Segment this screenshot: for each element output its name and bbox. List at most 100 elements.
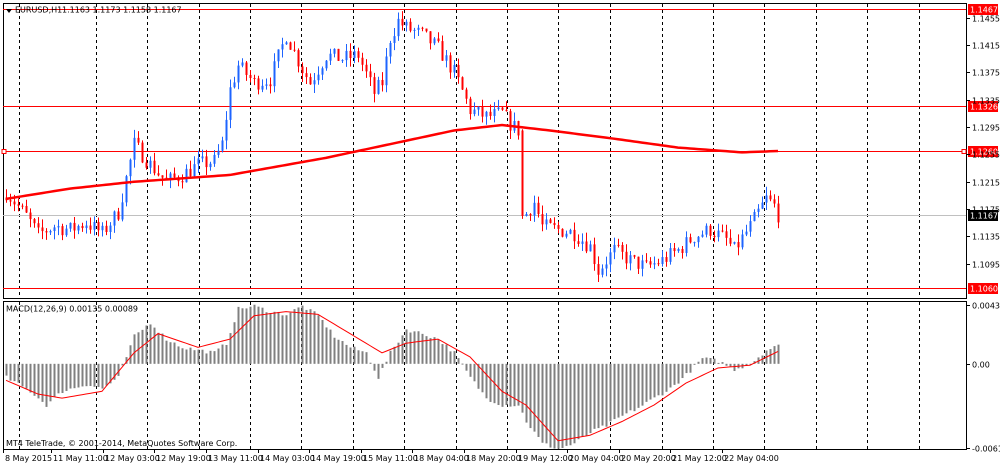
candle-body: [53, 227, 56, 232]
candle-body: [317, 74, 320, 81]
candle-body: [65, 228, 68, 236]
macd-bar: [641, 363, 644, 406]
candle-body: [113, 211, 116, 226]
candle-body: [657, 263, 660, 265]
macd-bar: [193, 350, 196, 364]
candle-body: [49, 231, 52, 233]
macd-bar: [289, 312, 292, 364]
macd-bar: [105, 363, 108, 386]
macd-bar: [689, 363, 692, 373]
macd-bar: [469, 363, 472, 377]
macd-bar: [593, 363, 596, 429]
candle-body: [293, 49, 296, 51]
candle-body: [705, 225, 708, 235]
candle-body: [517, 121, 520, 136]
candle-body: [149, 160, 152, 168]
candle-body: [217, 150, 220, 155]
macd-bar: [277, 311, 280, 364]
macd-bar: [517, 363, 520, 406]
candle-body: [769, 195, 772, 200]
macd-bar: [157, 332, 160, 364]
macd-bar: [61, 363, 64, 394]
candle-body: [553, 222, 556, 226]
candle-body: [469, 98, 472, 115]
collapse-triangle-icon[interactable]: [6, 9, 12, 13]
time-tick-label: 21 May 12:00: [672, 454, 727, 463]
macd-bar: [453, 351, 456, 364]
macd-bar: [209, 350, 212, 364]
macd-bar: [545, 363, 548, 444]
macd-bar: [385, 361, 388, 364]
macd-bar: [301, 305, 304, 364]
macd-bar: [285, 315, 288, 364]
macd-bar: [497, 363, 500, 406]
macd-tick-label: -0.0061: [972, 445, 1000, 454]
candle-body: [393, 36, 396, 43]
macd-bar: [257, 306, 260, 364]
candle-body: [449, 55, 452, 73]
time-tick-label: 20 May 04:00: [569, 454, 624, 463]
candle-body: [609, 252, 612, 265]
candle-body: [617, 244, 620, 246]
candle-body: [305, 73, 308, 78]
macd-bar: [89, 363, 92, 386]
candle-body: [185, 168, 188, 183]
macd-bar: [625, 363, 628, 414]
macd-bar: [189, 347, 192, 364]
candle-body: [153, 160, 156, 174]
candle-body: [265, 84, 268, 86]
macd-bar: [401, 335, 404, 364]
candle-body: [241, 62, 244, 66]
macd-bar: [445, 344, 448, 364]
candle-body: [261, 85, 264, 90]
ma-line: [5, 123, 779, 201]
macd-bar: [57, 363, 60, 394]
macd-bar: [261, 307, 264, 364]
macd-bar: [553, 363, 556, 449]
candle-body: [353, 51, 356, 59]
candle-body: [637, 256, 640, 269]
macd-bar: [329, 329, 332, 364]
candle-body: [597, 264, 600, 275]
candle-body: [745, 231, 748, 235]
candle-body: [641, 260, 644, 269]
macd-bar: [245, 308, 248, 364]
macd-bar: [49, 363, 52, 402]
candle-body: [437, 38, 440, 42]
macd-bar: [609, 363, 612, 422]
candle-body: [729, 237, 732, 244]
horizontal-levels[interactable]: 1.1467 1.1326 1.1260 1.1060 1.1167: [1, 4, 998, 294]
macd-bar: [569, 363, 572, 446]
candle-body: [321, 68, 324, 75]
candle-body: [697, 236, 700, 243]
macd-bar: [221, 344, 224, 364]
candle-body: [501, 107, 504, 110]
macd-bar: [561, 363, 564, 449]
candle-body: [381, 79, 384, 86]
macd-bar: [661, 363, 664, 396]
candle-body: [425, 28, 428, 32]
macd-bar: [93, 363, 96, 387]
macd-bar: [265, 312, 268, 364]
candle-body: [645, 260, 648, 262]
level-price-label: 1.1467: [970, 6, 998, 15]
candle-body: [41, 227, 44, 232]
macd-bar: [133, 334, 136, 364]
macd-bar: [589, 363, 592, 434]
macd-bar: [697, 361, 700, 364]
macd-bar: [109, 363, 112, 384]
macd-bar: [673, 363, 676, 385]
macd-bar: [617, 363, 620, 418]
price-tick-label: 1.1295: [972, 124, 1000, 133]
candle-body: [761, 202, 764, 209]
candle-body: [433, 38, 436, 44]
macd-bar: [141, 329, 144, 364]
candle-body: [9, 200, 12, 202]
candle-body: [549, 219, 552, 223]
candle-body: [765, 195, 768, 203]
macd-bar: [201, 349, 204, 364]
macd-bar: [489, 363, 492, 402]
candle-body: [733, 242, 736, 244]
macd-bar: [473, 363, 476, 382]
